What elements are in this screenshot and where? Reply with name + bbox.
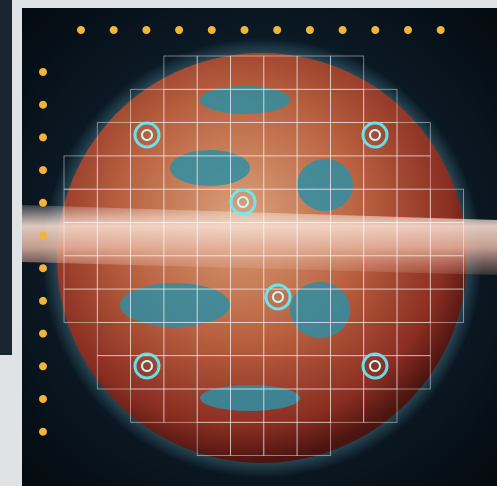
seas — [120, 86, 353, 411]
sea — [200, 86, 290, 114]
track-dot — [371, 26, 380, 34]
track-dot — [39, 100, 47, 109]
track-dot — [39, 166, 47, 175]
track-dot — [39, 362, 47, 371]
sea — [297, 159, 353, 211]
board-art — [22, 38, 497, 478]
target-ring — [361, 352, 389, 380]
sea — [290, 282, 350, 338]
target-core — [369, 360, 381, 372]
track-dot — [436, 26, 445, 34]
track-dot — [77, 26, 85, 34]
sea — [120, 283, 230, 327]
target-ring — [264, 283, 292, 311]
track-dot — [39, 198, 47, 207]
target-core — [272, 291, 284, 303]
target-core — [141, 129, 153, 141]
targets — [133, 121, 389, 380]
grid-cell — [363, 388, 398, 423]
track-dot — [39, 264, 47, 273]
target-core — [141, 360, 153, 372]
target-ring — [361, 121, 389, 149]
track-dots — [39, 26, 445, 436]
track-dot — [39, 395, 47, 403]
grid-cell — [396, 355, 431, 390]
track-dot — [240, 26, 249, 34]
sea — [170, 150, 250, 186]
track-dot — [39, 68, 47, 76]
target-core — [237, 196, 249, 208]
target-ring — [229, 188, 257, 216]
track-dot — [305, 26, 314, 34]
side-panel — [0, 0, 12, 355]
track-dot — [175, 26, 184, 34]
track-dot — [404, 26, 412, 34]
track-dot — [338, 26, 347, 34]
track-dot — [39, 296, 47, 305]
track-dot — [39, 231, 47, 240]
track-dot — [207, 26, 216, 34]
track-dot — [273, 26, 282, 34]
track-dot — [39, 133, 47, 142]
target-core — [369, 129, 381, 141]
track-dot — [142, 26, 151, 34]
target-ring — [133, 352, 161, 380]
grid-cell — [296, 421, 331, 456]
sea — [200, 385, 300, 411]
grid-cell — [429, 288, 464, 323]
target-ring — [133, 121, 161, 149]
track-dot — [109, 26, 118, 34]
track-dot — [39, 329, 47, 338]
track-dot — [39, 427, 47, 436]
